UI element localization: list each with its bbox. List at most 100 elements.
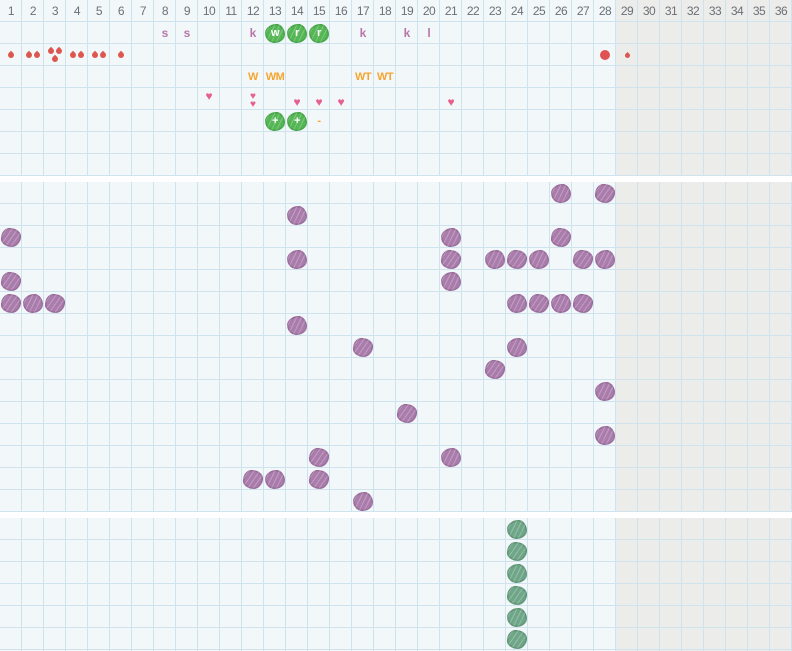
green-blob-icon[interactable]: w — [264, 22, 286, 44]
day-number: 34 — [730, 4, 744, 18]
purple-blob-icon[interactable] — [506, 248, 528, 270]
sage-blob-icon[interactable] — [506, 606, 528, 628]
purple-blob-icon[interactable] — [594, 182, 616, 204]
heart-icon[interactable]: ♥ — [315, 95, 323, 109]
day-number: 23 — [488, 4, 502, 18]
day-number: 3 — [51, 4, 59, 18]
day-number: 29 — [620, 4, 634, 18]
note-letter-mark[interactable]: k — [359, 26, 367, 40]
purple-blob-icon[interactable] — [44, 292, 66, 314]
purple-blob-icon[interactable] — [506, 292, 528, 314]
purple-blob-icon[interactable] — [286, 204, 308, 226]
purple-blob-icon[interactable] — [440, 248, 462, 270]
purple-blob-icon[interactable] — [484, 358, 506, 380]
sage-blob-icon[interactable] — [506, 518, 528, 540]
day-number: 17 — [356, 4, 370, 18]
double-heart-icon[interactable]: ♥ ♥ — [250, 90, 256, 110]
green-blob-icon[interactable]: r — [286, 22, 308, 44]
band-divider — [0, 512, 792, 518]
purple-blob-icon[interactable] — [594, 248, 616, 270]
purple-blob-icon[interactable] — [484, 248, 506, 270]
day-number: 2 — [29, 4, 37, 18]
purple-blob-icon[interactable] — [0, 270, 22, 292]
orange-label-mark[interactable]: WT — [354, 71, 372, 83]
note-letter-mark[interactable]: s — [161, 26, 169, 40]
purple-blob-icon[interactable] — [506, 336, 528, 358]
heart-icon[interactable]: ♥ — [337, 95, 345, 109]
day-number: 13 — [268, 4, 282, 18]
sage-blob-icon[interactable] — [506, 562, 528, 584]
purple-blob-icon[interactable] — [594, 380, 616, 402]
purple-blob-icon[interactable] — [440, 270, 462, 292]
purple-blob-icon[interactable] — [440, 226, 462, 248]
symptoms-band[interactable] — [0, 182, 792, 512]
purple-blob-icon[interactable] — [572, 292, 594, 314]
orange-label-mark[interactable]: W — [248, 71, 258, 83]
dot-icon[interactable] — [594, 44, 616, 66]
note-letter-mark[interactable]: k — [403, 26, 411, 40]
purple-blob-icon[interactable] — [0, 292, 22, 314]
purple-blob-icon[interactable] — [22, 292, 44, 314]
green-blob-icon[interactable]: + — [286, 110, 308, 132]
heart-icon[interactable]: ♥ — [447, 95, 455, 109]
purple-blob-icon[interactable] — [528, 292, 550, 314]
note-letter-mark[interactable]: l — [427, 26, 431, 40]
purple-blob-icon[interactable] — [0, 226, 22, 248]
day-number: 18 — [378, 4, 392, 18]
day-number: 7 — [139, 4, 147, 18]
droplet-icon[interactable] — [0, 44, 22, 66]
purple-blob-icon[interactable] — [308, 446, 330, 468]
day-number: 36 — [774, 4, 788, 18]
day-number: 6 — [117, 4, 125, 18]
day-number: 5 — [95, 4, 103, 18]
purple-blob-icon[interactable] — [550, 182, 572, 204]
purple-blob-icon[interactable] — [352, 490, 374, 512]
droplet-icon[interactable] — [44, 44, 66, 66]
bottom-band[interactable] — [0, 518, 792, 651]
note-letter-mark[interactable]: k — [249, 26, 257, 40]
day-number: 24 — [510, 4, 524, 18]
day-number: 1 — [7, 4, 15, 18]
sage-blob-icon[interactable] — [506, 628, 528, 650]
day-number: 19 — [400, 4, 414, 18]
green-blob-icon[interactable]: r — [308, 22, 330, 44]
droplet-icon[interactable] — [88, 44, 110, 66]
droplet-icon[interactable] — [616, 44, 638, 66]
purple-blob-icon[interactable] — [308, 468, 330, 490]
purple-blob-icon[interactable] — [572, 248, 594, 270]
sage-blob-icon[interactable] — [506, 540, 528, 562]
day-number: 4 — [73, 4, 81, 18]
orange-label-mark[interactable]: WM — [265, 71, 285, 83]
day-number: 16 — [334, 4, 348, 18]
purple-blob-icon[interactable] — [264, 468, 286, 490]
day-number: 12 — [246, 4, 260, 18]
day-number: 9 — [183, 4, 191, 18]
orange-label-mark[interactable]: WT — [376, 71, 394, 83]
day-number: 32 — [686, 4, 700, 18]
sage-blob-icon[interactable] — [506, 584, 528, 606]
green-blob-icon[interactable]: + — [264, 110, 286, 132]
note-letter-mark[interactable]: s — [183, 26, 191, 40]
header-symbol-band[interactable]: 1 2 3 4 5 6 7 8 9 10 11 12 13 14 15 16 17 18 19 20 21 22 23 24 2… — [0, 0, 792, 176]
purple-blob-icon[interactable] — [440, 446, 462, 468]
purple-blob-icon[interactable] — [396, 402, 418, 424]
purple-blob-icon[interactable] — [550, 292, 572, 314]
heart-icon[interactable]: ♥ — [293, 95, 301, 109]
droplet-icon[interactable] — [66, 44, 88, 66]
orange-label-mark[interactable]: - — [317, 115, 321, 127]
day-number: 11 — [225, 4, 237, 18]
droplet-icon[interactable] — [22, 44, 44, 66]
day-number: 31 — [664, 4, 678, 18]
droplet-icon[interactable] — [110, 44, 132, 66]
purple-blob-icon[interactable] — [594, 424, 616, 446]
purple-blob-icon[interactable] — [528, 248, 550, 270]
purple-blob-icon[interactable] — [550, 226, 572, 248]
day-number: 26 — [554, 4, 568, 18]
purple-blob-icon[interactable] — [242, 468, 264, 490]
day-number: 35 — [752, 4, 766, 18]
purple-blob-icon[interactable] — [286, 248, 308, 270]
purple-blob-icon[interactable] — [286, 314, 308, 336]
purple-blob-icon[interactable] — [352, 336, 374, 358]
heart-icon[interactable]: ♥ — [205, 89, 213, 103]
